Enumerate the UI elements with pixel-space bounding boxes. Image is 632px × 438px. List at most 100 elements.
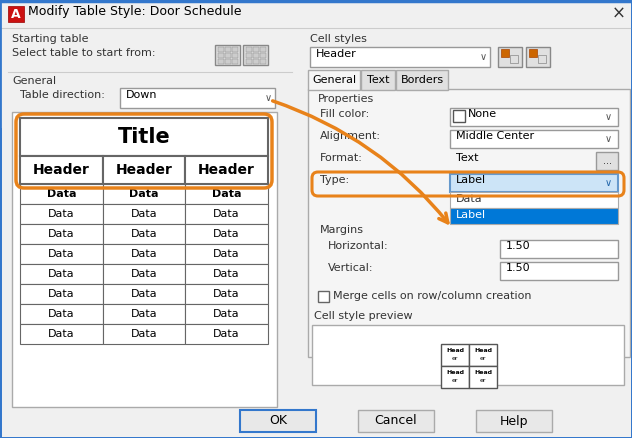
Bar — [218, 47, 224, 52]
Bar — [450, 192, 618, 208]
Bar — [20, 264, 102, 284]
Bar — [102, 244, 185, 264]
Bar — [20, 204, 102, 224]
Bar — [232, 59, 238, 64]
Bar — [102, 324, 185, 344]
Text: Data: Data — [48, 289, 75, 299]
Text: ∨: ∨ — [480, 52, 487, 62]
Text: ...: ... — [602, 156, 612, 166]
Text: Help: Help — [500, 414, 528, 427]
Bar — [450, 208, 618, 224]
Bar — [526, 47, 550, 67]
Bar — [120, 88, 275, 108]
Bar — [501, 49, 509, 57]
Bar — [232, 53, 238, 58]
Bar — [102, 156, 185, 184]
Bar — [1, 1, 631, 29]
Text: ∨: ∨ — [604, 178, 612, 188]
Text: Cancel: Cancel — [375, 414, 417, 427]
Text: ∨: ∨ — [604, 112, 612, 122]
Bar — [20, 324, 102, 344]
Text: Margins: Margins — [320, 225, 364, 235]
Text: Modify Table Style: Door Schedule: Modify Table Style: Door Schedule — [28, 5, 241, 18]
Bar — [510, 55, 518, 63]
Text: 1.50: 1.50 — [506, 263, 531, 273]
Text: Data: Data — [214, 209, 240, 219]
Text: ×: × — [612, 5, 626, 23]
Bar — [476, 410, 552, 432]
Bar — [260, 59, 266, 64]
Text: Data: Data — [130, 189, 159, 199]
Text: Data: Data — [131, 249, 157, 259]
Text: OK: OK — [269, 414, 287, 427]
Text: Text: Text — [367, 75, 389, 85]
Text: Data: Data — [48, 249, 75, 259]
Bar — [529, 49, 537, 57]
Text: Title: Title — [118, 127, 171, 147]
Text: Data: Data — [48, 229, 75, 239]
Text: Properties: Properties — [318, 94, 374, 104]
Text: Head: Head — [474, 348, 492, 353]
Text: Data: Data — [214, 329, 240, 339]
Bar — [185, 284, 268, 304]
Bar — [498, 47, 522, 67]
Text: General: General — [12, 76, 56, 86]
Bar — [185, 304, 268, 324]
Text: Data: Data — [48, 329, 75, 339]
Text: Data: Data — [212, 189, 241, 199]
Bar — [306, 28, 630, 128]
Bar — [102, 184, 185, 204]
Bar — [215, 45, 240, 65]
Bar — [538, 55, 546, 63]
Text: Select table to start from:: Select table to start from: — [12, 48, 155, 58]
Bar — [102, 304, 185, 324]
Bar — [20, 156, 102, 184]
Bar — [312, 325, 624, 385]
Bar — [246, 59, 252, 64]
Text: er: er — [452, 378, 458, 383]
Bar — [185, 324, 268, 344]
Text: Data: Data — [456, 194, 483, 204]
Text: A: A — [11, 7, 21, 21]
Bar — [185, 224, 268, 244]
Text: ∨: ∨ — [264, 93, 272, 103]
Text: Data: Data — [48, 309, 75, 319]
Bar — [253, 59, 259, 64]
Bar — [185, 264, 268, 284]
Bar — [20, 284, 102, 304]
Bar — [225, 47, 231, 52]
Text: Header: Header — [116, 163, 173, 177]
Text: Header: Header — [33, 163, 90, 177]
Text: Data: Data — [48, 269, 75, 279]
Text: General: General — [312, 75, 356, 85]
Bar — [102, 284, 185, 304]
Text: Data: Data — [131, 309, 157, 319]
Bar — [218, 53, 224, 58]
Text: Label: Label — [456, 210, 486, 220]
Bar — [318, 291, 329, 302]
Text: Label: Label — [456, 175, 486, 185]
Text: Cell styles: Cell styles — [310, 34, 367, 44]
Bar — [1, 28, 301, 128]
Bar — [308, 70, 360, 90]
Bar — [102, 264, 185, 284]
Bar — [441, 366, 469, 388]
Text: Head: Head — [474, 370, 492, 375]
Bar — [450, 130, 618, 148]
Text: er: er — [480, 378, 486, 383]
Bar — [218, 59, 224, 64]
Bar — [310, 47, 490, 67]
Bar — [20, 118, 268, 156]
Text: Header: Header — [316, 49, 356, 59]
Bar — [450, 108, 618, 126]
Bar — [185, 204, 268, 224]
Text: ∨: ∨ — [604, 134, 612, 144]
Text: Data: Data — [214, 309, 240, 319]
Bar — [102, 224, 185, 244]
Bar — [185, 156, 268, 184]
Text: er: er — [452, 356, 458, 361]
Text: Data: Data — [47, 189, 76, 199]
Text: Data: Data — [214, 229, 240, 239]
Bar — [12, 112, 277, 407]
Bar — [225, 53, 231, 58]
